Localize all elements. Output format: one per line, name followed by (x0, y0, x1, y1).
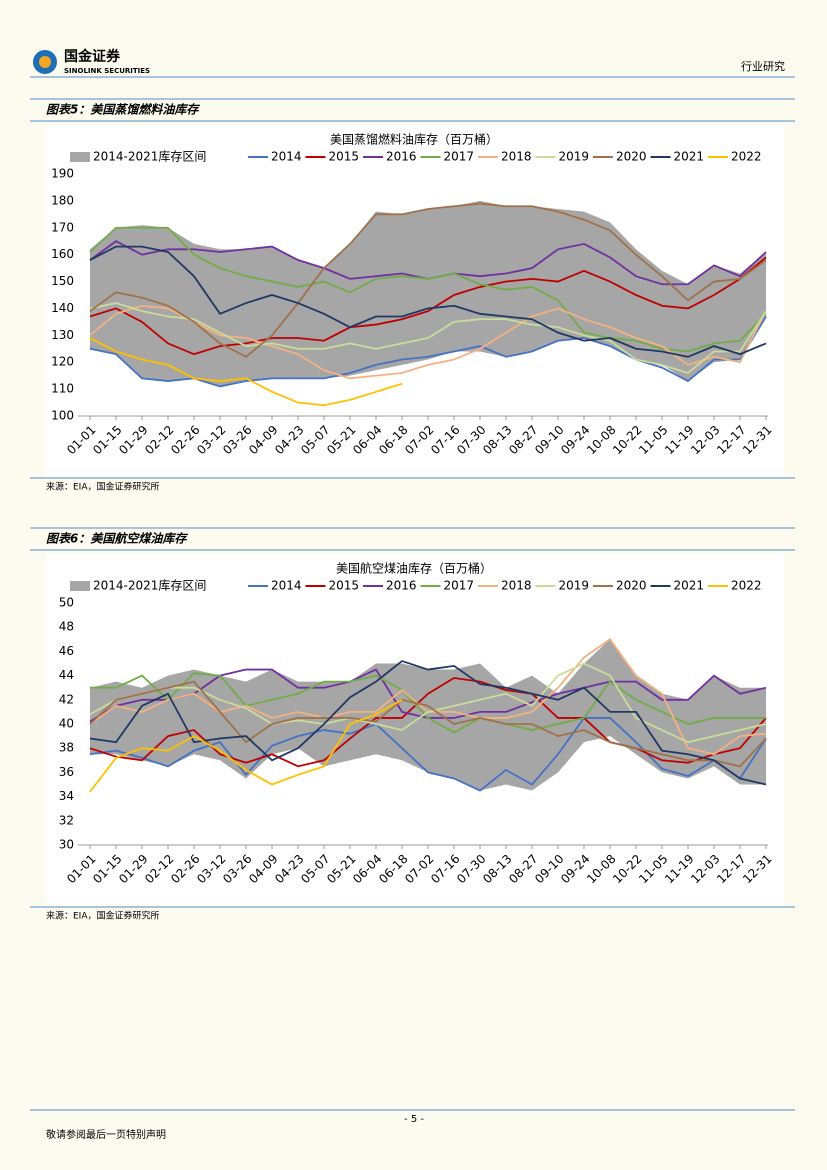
series-line (89, 316, 767, 388)
legend-label: 2016 (386, 579, 417, 593)
y-tick-label: 30 (59, 838, 74, 852)
legend-label: 2017 (444, 150, 475, 164)
y-tick-label: 130 (51, 328, 74, 342)
series-line (89, 226, 767, 353)
legend-label: 2015 (329, 150, 360, 164)
figure-caption: 图表6：美国航空煤油库存 (46, 532, 188, 546)
series-line (89, 302, 767, 374)
brand-cn: 国金证券 (64, 48, 121, 65)
legend-label: 2020 (616, 150, 647, 164)
legend-label: 2018 (501, 579, 532, 593)
section-label: 行业研究 (741, 59, 785, 73)
y-tick-label: 100 (51, 409, 74, 423)
series-line (89, 202, 767, 358)
legend-label: 2021 (674, 150, 705, 164)
footer-notice: 敬请参阅最后一页特别声明 (46, 1128, 166, 1141)
legend-label: 2014 (271, 150, 302, 164)
legend-label: 2020 (616, 579, 647, 593)
y-tick-label: 34 (59, 789, 74, 803)
chart-title: 美国蒸馏燃料油库存（百万桶） (330, 132, 498, 147)
series-line (89, 337, 403, 407)
y-tick-label: 110 (51, 382, 74, 396)
y-tick-label: 120 (51, 355, 74, 369)
legend-label: 2015 (329, 579, 360, 593)
legend-label: 2017 (444, 579, 475, 593)
legend-label: 2016 (386, 150, 417, 164)
y-tick-label: 32 (59, 813, 74, 827)
y-tick-label: 180 (51, 193, 74, 207)
y-tick-label: 40 (59, 717, 74, 731)
range-band (90, 639, 766, 791)
y-tick-label: 44 (59, 668, 74, 682)
figure-caption: 图表5：美国蒸馏燃料油库存 (46, 103, 200, 117)
legend-swatch (70, 581, 90, 591)
series-line (89, 699, 403, 793)
chart-title: 美国航空煤油库存（百万桶） (336, 561, 492, 576)
legend-label: 2019 (559, 150, 590, 164)
y-tick-label: 38 (59, 741, 74, 755)
logo (33, 50, 57, 74)
legend-label: 2022 (731, 150, 762, 164)
series-line (89, 677, 767, 768)
page-number: - 5 - (404, 1114, 424, 1125)
legend-swatch (70, 152, 90, 162)
legend-label: 2018 (501, 150, 532, 164)
y-tick-label: 150 (51, 274, 74, 288)
y-tick-label: 42 (59, 692, 74, 706)
legend-label: 2021 (674, 579, 705, 593)
series-line (89, 304, 767, 380)
y-tick-label: 48 (59, 620, 74, 634)
series-line (89, 245, 767, 358)
legend-label: 2014-2021库存区间 (93, 149, 206, 164)
source-note: 来源：EIA，国金证券研究所 (46, 481, 160, 493)
brand-en: SINOLINK SECURITIES (64, 67, 150, 75)
series-line (89, 680, 767, 768)
y-tick-label: 190 (51, 167, 74, 181)
source-note: 来源：EIA，国金证券研究所 (46, 910, 160, 922)
legend-label: 2019 (559, 579, 590, 593)
y-tick-label: 36 (59, 765, 74, 779)
legend-label: 2022 (731, 579, 762, 593)
y-tick-label: 50 (59, 596, 74, 610)
logo-core (39, 56, 51, 68)
y-tick-label: 160 (51, 247, 74, 261)
y-tick-label: 140 (51, 301, 74, 315)
y-tick-label: 46 (59, 644, 74, 658)
series-line (90, 672, 766, 734)
series-line (89, 256, 767, 356)
series-line (89, 717, 767, 792)
legend-label: 2014 (271, 579, 302, 593)
y-tick-label: 170 (51, 220, 74, 234)
legend-label: 2014-2021库存区间 (93, 578, 206, 593)
